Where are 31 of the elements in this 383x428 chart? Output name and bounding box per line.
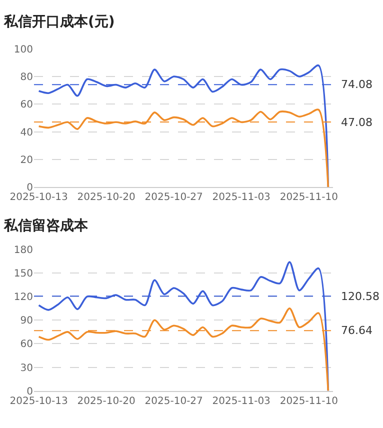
x-tick-label: 2025-10-13 bbox=[10, 396, 68, 407]
x-tick-label: 2025-10-20 bbox=[77, 192, 136, 204]
y-tick-label: 90 bbox=[20, 316, 33, 327]
x-tick-label: 2025-10-27 bbox=[144, 192, 203, 204]
y-tick-label: 180 bbox=[14, 245, 33, 256]
y-tick-label: 150 bbox=[14, 268, 33, 280]
x-tick-label: 2025-10-20 bbox=[77, 396, 136, 407]
x-tick-label: 2025-10-27 bbox=[144, 396, 203, 407]
y-tick-label: 0 bbox=[26, 182, 33, 194]
line-series bbox=[38, 307, 330, 391]
x-tick-label: 2025-11-03 bbox=[212, 396, 270, 407]
x-tick-label: 2025-10-13 bbox=[10, 192, 68, 204]
y-tick-label: 120 bbox=[14, 292, 33, 304]
chart-title: 私信留咨成本 bbox=[3, 218, 89, 234]
ref-line-label: 120.58 bbox=[341, 290, 380, 303]
y-tick-label: 30 bbox=[20, 362, 33, 374]
y-tick-label: 60 bbox=[20, 339, 33, 350]
ref-line-label: 76.64 bbox=[341, 324, 372, 337]
chart-title: 私信开口成本(元) bbox=[3, 14, 115, 30]
y-tick-label: 80 bbox=[20, 72, 33, 83]
y-tick-label: 60 bbox=[20, 100, 33, 111]
ref-line-label: 47.08 bbox=[341, 116, 372, 129]
y-tick-label: 40 bbox=[20, 127, 33, 138]
y-tick-label: 20 bbox=[20, 155, 33, 166]
x-tick-label: 2025-11-03 bbox=[212, 192, 270, 204]
y-tick-label: 100 bbox=[14, 44, 33, 56]
x-tick-label: 2025-11-10 bbox=[280, 396, 338, 407]
line-series bbox=[38, 108, 330, 188]
y-tick-label: 0 bbox=[26, 386, 33, 398]
ref-line-label: 74.08 bbox=[341, 78, 372, 91]
x-tick-label: 2025-11-10 bbox=[280, 192, 338, 204]
